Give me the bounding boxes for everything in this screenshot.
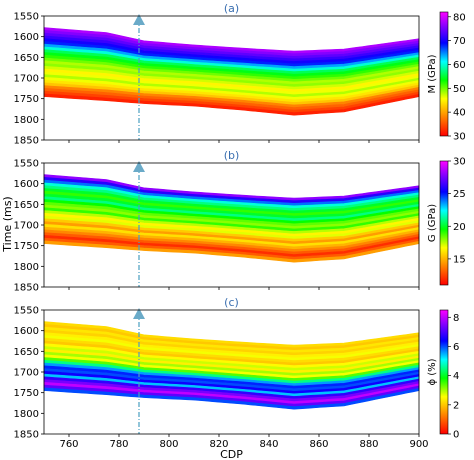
- colorbar-tick-label: 30: [453, 132, 466, 143]
- y-tick-label: 1800: [14, 409, 39, 420]
- x-tick-label: 820: [209, 439, 228, 450]
- panel-c-plot-area: 1550 1600 1650 1700 1750 1800 1850 760 780 800 820…: [14, 306, 429, 451]
- y-tick-label: 1850: [14, 430, 39, 441]
- x-axis-label: CDP: [220, 448, 243, 460]
- panel-a: (a) 1550 1600 1650 1700 1750 1800 1850 30 40 50 6…: [14, 2, 466, 147]
- y-tick-label: 1850: [14, 136, 39, 147]
- well-marker-icon: [133, 14, 145, 25]
- x-tick-label: 760: [59, 439, 78, 450]
- colorbar-tick-label: 6: [453, 342, 459, 353]
- colorbar-tick-label: 60: [453, 60, 466, 71]
- x-tick-label: 840: [259, 439, 278, 450]
- panel-b-colorbar: 15 20 25 30 G (GPa): [427, 157, 466, 286]
- colorbar-tick-label: 15: [453, 254, 466, 265]
- y-tick-label: 1750: [14, 241, 39, 252]
- colorbar-tick-label: 0: [453, 430, 459, 441]
- colorbar-tick-label: 40: [453, 108, 466, 119]
- colorbar-tick-label: 30: [453, 157, 466, 168]
- y-tick-label: 1750: [14, 94, 39, 105]
- panel-b-plot-area: 1550 1600 1650 1700 1750 1800 1850: [14, 159, 420, 294]
- colorbar-tick-label: 4: [453, 371, 459, 382]
- colorbar-tick-label: 20: [453, 222, 466, 233]
- y-tick-label: 1600: [14, 326, 39, 337]
- y-tick-label: 1650: [14, 53, 39, 64]
- panel-c-colorbar: 0 2 4 6 8 ϕ (%): [427, 309, 459, 441]
- panel-title-a: (a): [224, 2, 239, 15]
- colorbar-tick-label: 80: [453, 12, 466, 23]
- y-tick-label: 1650: [14, 347, 39, 358]
- x-tick-label: 880: [359, 439, 378, 450]
- colorbar-tick-label: 70: [453, 36, 466, 47]
- y-tick-label: 1700: [14, 368, 39, 379]
- y-tick-label: 1700: [14, 221, 39, 232]
- y-tick-label: 1750: [14, 388, 39, 399]
- panel-a-plot-area: 1550 1600 1650 1700 1750 1800 1850: [14, 12, 420, 147]
- colorbar-tick-label: 8: [453, 313, 459, 324]
- y-tick-label: 1800: [14, 115, 39, 126]
- colorbar-label: M (GPa): [427, 54, 438, 93]
- y-axis-label: Time (ms): [1, 196, 14, 252]
- colorbar-gradient: [439, 309, 449, 435]
- y-tick-label: 1550: [14, 12, 39, 23]
- colorbar-gradient: [439, 160, 449, 286]
- colorbar-tick-label: 25: [453, 189, 466, 200]
- colorbar-tick-label: 2: [453, 400, 459, 411]
- colorbar-label: ϕ (%): [427, 358, 438, 385]
- well-marker-icon: [133, 161, 145, 172]
- x-tick-label: 860: [309, 439, 328, 450]
- colorbar-tick-label: 50: [453, 84, 466, 95]
- well-marker-icon: [133, 308, 145, 319]
- colorbar-gradient: [439, 11, 449, 137]
- panel-b: (b) 1550 1600 1650 1700 1750 1800 1850 15 20 25 3…: [14, 149, 466, 294]
- y-tick-label: 1600: [14, 179, 39, 190]
- x-tick-label: 900: [409, 439, 428, 450]
- panel-title-c: (c): [224, 296, 239, 309]
- y-tick-label: 1550: [14, 159, 39, 170]
- colorbar-label: G (GPa): [427, 204, 438, 242]
- panel-a-colorbar: 30 40 50 60 70 80 M (GPa): [427, 11, 466, 143]
- y-tick-label: 1800: [14, 262, 39, 273]
- y-tick-label: 1700: [14, 74, 39, 85]
- y-tick-label: 1550: [14, 306, 39, 317]
- panel-title-b: (b): [224, 149, 240, 162]
- y-tick-label: 1850: [14, 283, 39, 294]
- x-tick-label: 800: [159, 439, 178, 450]
- x-tick-label: 780: [109, 439, 128, 450]
- y-tick-label: 1650: [14, 200, 39, 211]
- y-tick-label: 1600: [14, 32, 39, 43]
